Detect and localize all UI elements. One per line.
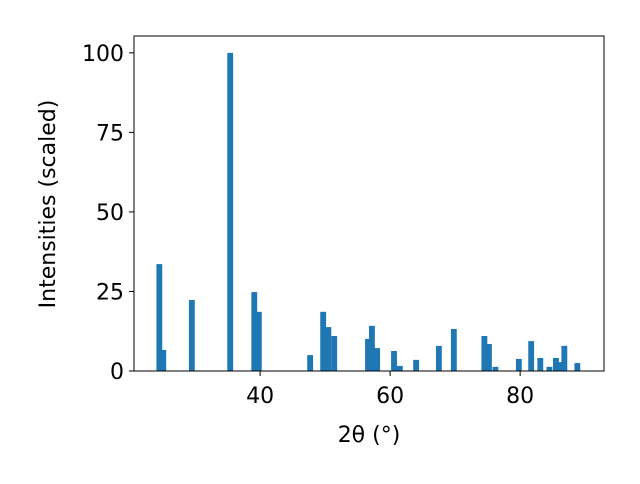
bar xyxy=(537,357,544,371)
plot-frame xyxy=(133,35,605,372)
bar xyxy=(365,338,371,371)
x-tick-label: 60 xyxy=(376,384,404,409)
bar xyxy=(574,363,581,371)
bar xyxy=(188,300,195,371)
bar xyxy=(160,350,167,371)
bar xyxy=(413,359,420,371)
bar xyxy=(325,327,332,371)
bar xyxy=(255,311,262,371)
bar xyxy=(396,365,403,371)
bar xyxy=(435,345,442,371)
bar xyxy=(227,52,234,371)
bar xyxy=(528,341,535,371)
bar xyxy=(251,292,258,371)
bar xyxy=(561,345,568,371)
bar xyxy=(391,350,397,371)
y-tick-label: 0 xyxy=(110,360,124,385)
y-tick-label: 75 xyxy=(96,121,124,146)
bar xyxy=(552,357,559,371)
bar xyxy=(331,336,338,371)
x-tick-label: 80 xyxy=(506,384,534,409)
y-axis-label: Intensities (scaled) xyxy=(36,100,61,309)
x-axis-label: 2θ (°) xyxy=(338,423,401,448)
x-tick-label: 40 xyxy=(246,384,274,409)
bar xyxy=(546,366,553,371)
y-tick-label: 25 xyxy=(96,280,124,305)
bar xyxy=(374,348,381,371)
bar xyxy=(492,366,499,371)
bar xyxy=(450,329,457,371)
bar xyxy=(558,362,565,371)
y-tick-label: 100 xyxy=(82,42,124,67)
bar xyxy=(369,325,375,371)
bar xyxy=(320,311,327,371)
bar xyxy=(486,343,492,371)
bar xyxy=(481,336,488,371)
bar xyxy=(515,358,522,371)
bar xyxy=(156,264,163,371)
y-tick-label: 50 xyxy=(96,201,124,226)
bar xyxy=(307,355,314,371)
